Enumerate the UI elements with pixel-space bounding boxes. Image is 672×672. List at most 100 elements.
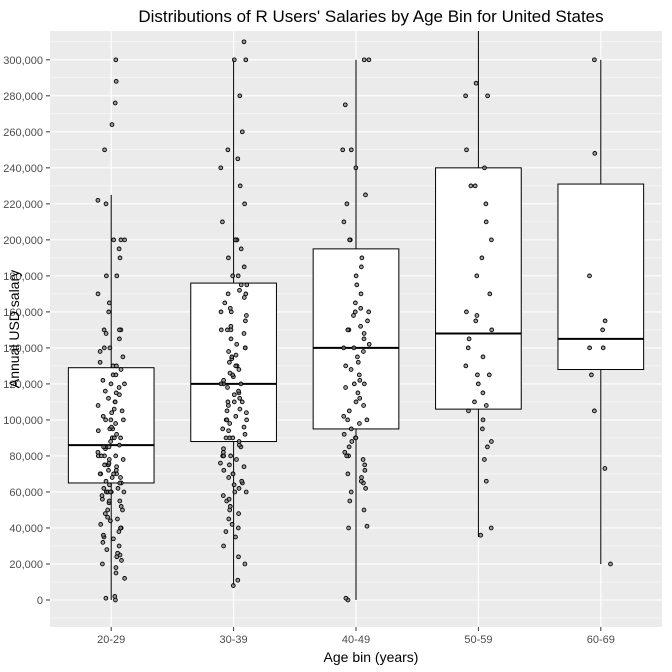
data-point [114,273,120,279]
data-point [483,478,489,484]
data-point [117,255,123,261]
y-axis: 0 20,000 40,000 60,000 80,000 100,000 120,000 1… [3,55,50,607]
data-point [117,327,122,333]
data-point [474,273,480,279]
box-40-49 [312,59,400,600]
data-point [228,323,234,329]
data-point [121,417,126,423]
data-point [465,345,471,351]
data-point [226,475,232,480]
data-point [608,561,613,567]
data-point [113,57,119,63]
data-point [359,264,364,270]
y-tick-label: 180,000 [3,271,43,283]
data-point [233,413,239,419]
data-point [108,417,114,423]
data-point [104,547,110,552]
data-point [111,237,117,243]
box-iqr [557,183,645,371]
data-point [233,352,239,358]
data-point [344,453,350,459]
data-point [242,201,247,207]
data-point [242,431,248,437]
data-point [102,511,108,516]
data-point [115,516,120,522]
data-point [112,399,118,405]
data-point [118,237,124,243]
data-point [106,300,112,306]
data-point [244,282,250,288]
data-point [351,313,356,318]
data-point [111,435,117,441]
data-point [236,511,241,516]
data-point [602,318,608,324]
data-point [344,201,350,207]
y-tick-label: 160,000 [3,307,43,319]
data-point [466,408,471,414]
data-point [361,349,366,354]
data-point [116,246,122,252]
data-point [475,372,480,378]
data-point [244,313,249,318]
data-point [473,318,479,324]
data-point [114,464,119,470]
data-point [226,255,231,261]
data-point [237,183,243,189]
data-point [218,309,224,315]
data-point [113,79,119,84]
data-point [482,165,487,171]
data-point [602,466,608,471]
data-point [115,486,121,491]
data-point [342,449,348,455]
data-point [480,426,485,432]
data-point [236,554,241,560]
y-axis-title: Annual USD salary [6,270,22,388]
data-point [231,57,237,63]
data-point [118,525,123,531]
data-point [97,349,103,354]
data-point [116,385,122,390]
data-point [109,122,115,127]
data-point [343,363,349,369]
data-point [362,462,368,468]
data-point [104,273,109,279]
data-point [363,486,368,491]
data-point [361,403,366,408]
data-point [479,255,485,261]
data-point [341,219,347,225]
data-point [100,377,106,383]
data-point [95,428,101,434]
data-point [228,336,234,342]
x-axis-title: Age bin (years) [324,649,419,665]
data-point [103,201,109,207]
data-point [489,237,494,243]
y-tick-label: 80,000 [9,451,43,463]
data-point [103,478,109,484]
data-point [341,431,347,437]
data-point [342,102,348,108]
data-point [226,496,232,502]
data-point [227,504,233,509]
data-point [227,359,232,365]
data-point [114,431,119,437]
data-point [118,435,123,441]
data-point [354,282,360,288]
x-axis: 20-29 30-39 40-49 50-59 60-69 [97,627,615,646]
data-point [223,435,229,441]
data-point [345,471,351,477]
box-iqr [312,248,400,430]
data-point [106,498,112,504]
data-point [241,331,247,336]
data-point [230,583,236,588]
data-point [241,424,247,430]
data-point [237,395,243,401]
y-tick-label: 20,000 [9,559,43,571]
data-point [358,291,364,297]
data-point [111,406,117,412]
data-point [345,327,351,333]
data-point [346,444,352,450]
box-30-39 [190,59,277,586]
data-point [218,165,224,171]
data-point [235,273,241,279]
data-point [468,183,474,189]
